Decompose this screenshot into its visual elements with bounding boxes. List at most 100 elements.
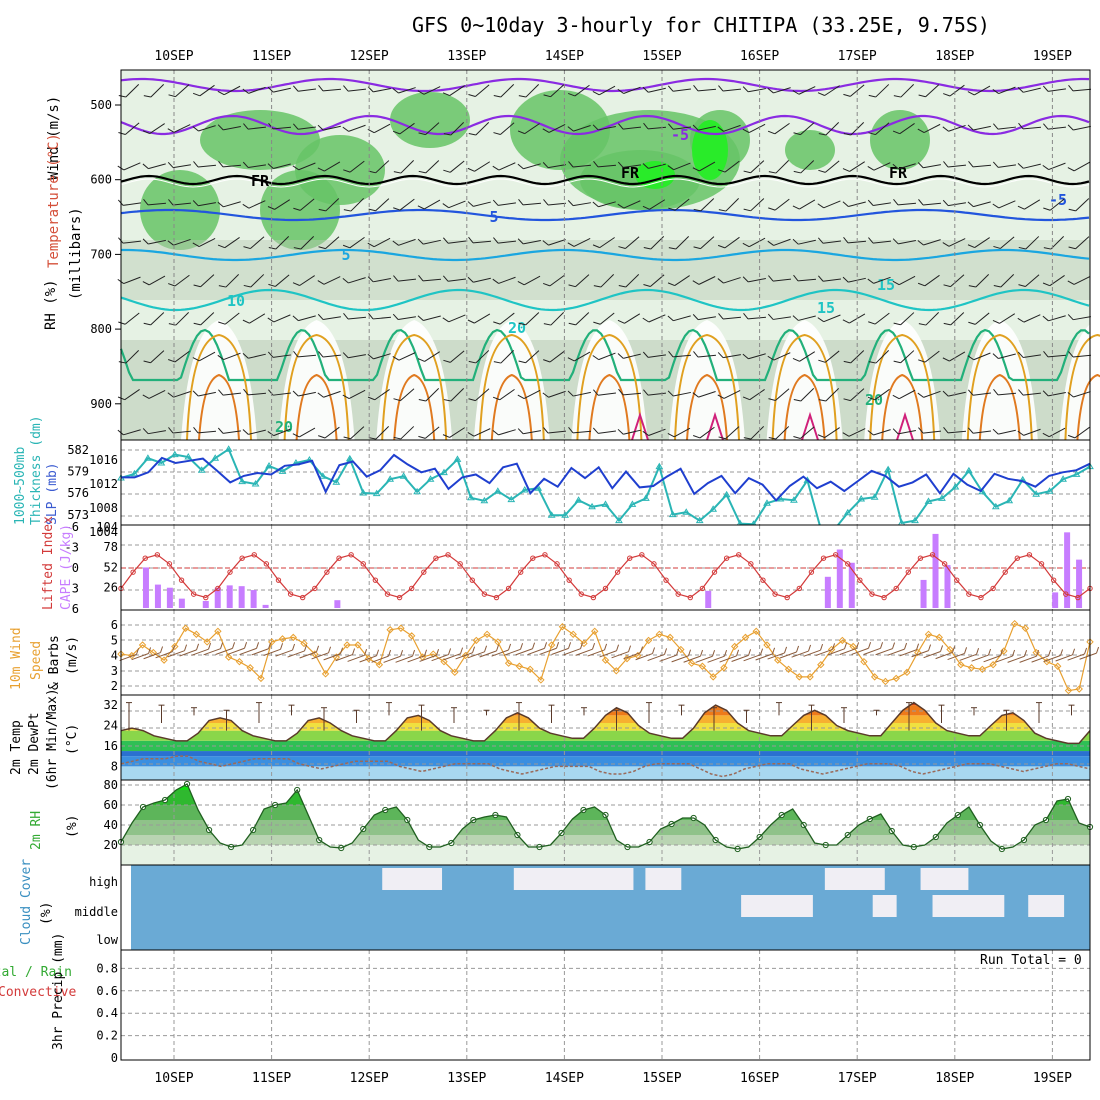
wind-barb xyxy=(543,84,565,98)
wind-barb xyxy=(642,428,666,436)
wind-barb xyxy=(442,427,465,438)
li-point xyxy=(760,577,766,583)
wind-barb xyxy=(417,238,441,245)
cape-bar xyxy=(154,584,161,608)
wind-barb xyxy=(293,236,315,250)
thickness-series-point xyxy=(884,465,893,473)
wind-barb xyxy=(493,84,515,98)
wind-barb xyxy=(967,237,990,248)
wind-barb-10m xyxy=(923,645,944,659)
wind-barb xyxy=(718,313,742,320)
precip-tick: 0.2 xyxy=(96,1029,118,1043)
thickness-series-point xyxy=(493,487,502,494)
cape-bar xyxy=(238,586,245,608)
li-point xyxy=(299,594,306,601)
li-point xyxy=(748,561,754,567)
thickness-series-point xyxy=(615,516,623,524)
wind-barb xyxy=(717,389,741,399)
li-point xyxy=(554,561,560,567)
wind-barb xyxy=(443,350,465,363)
wind-barb-10m xyxy=(635,647,656,661)
wind-barb-10m xyxy=(179,643,200,657)
wind-barb xyxy=(168,350,190,363)
wind-barb xyxy=(418,426,440,439)
wind-barb xyxy=(168,199,192,206)
wind-barb xyxy=(1067,124,1091,131)
wind-barb-10m xyxy=(623,646,644,660)
cape-tick: 78 xyxy=(104,540,118,554)
wind-barb xyxy=(768,198,790,211)
li-point xyxy=(178,577,185,583)
temp-contour-25 xyxy=(478,333,545,441)
contour-label: 10 xyxy=(227,292,245,310)
wind-barb xyxy=(417,351,440,362)
wind-barb xyxy=(943,426,967,434)
lifted-index-label: Lifted Index xyxy=(41,516,56,610)
thickness-series-point xyxy=(588,502,596,510)
low-rh-dome xyxy=(473,320,550,440)
wind-barb xyxy=(693,236,715,250)
rh-tick: 80 xyxy=(104,778,118,792)
wind-barb xyxy=(617,428,641,435)
wind-barb xyxy=(193,274,215,288)
wind-barb xyxy=(393,159,415,174)
thickness-series-point xyxy=(695,516,704,524)
wind-barb xyxy=(1017,314,1041,323)
wind-barb xyxy=(642,351,666,358)
li-point xyxy=(590,594,597,601)
wind-barb xyxy=(867,162,891,171)
li-tick: -6 xyxy=(65,520,79,534)
wind-barb xyxy=(1043,198,1065,211)
thickness-series-point xyxy=(480,496,489,504)
wind-barb xyxy=(568,312,590,326)
wind-barb xyxy=(917,274,940,287)
wind-barb xyxy=(142,123,165,135)
contour-label: 5 xyxy=(341,246,350,264)
li-point xyxy=(832,552,839,558)
top-date-12sep: 12SEP xyxy=(350,49,389,64)
wind-barb-10m xyxy=(671,649,692,663)
contour-label: 20 xyxy=(275,418,293,436)
wind-barb xyxy=(1067,314,1091,321)
li-point xyxy=(614,569,621,575)
wind-barb xyxy=(568,274,590,288)
wind-barb-10m xyxy=(191,642,212,656)
thickness-series-point xyxy=(278,467,287,474)
wind-tick: 4 xyxy=(111,649,118,663)
rh-region-high xyxy=(692,120,728,180)
wind-barb xyxy=(717,277,741,284)
wind-barb-10m xyxy=(275,643,296,657)
wind-barb xyxy=(517,389,541,400)
thickness-series-point xyxy=(426,475,435,482)
wind-barb xyxy=(392,122,415,135)
wind-barb-10m xyxy=(947,647,968,661)
wind-speed-point xyxy=(752,627,760,635)
wind-speed-point xyxy=(709,673,717,681)
wind-barb xyxy=(393,388,415,402)
li-point xyxy=(457,561,463,567)
wind-barb-10m xyxy=(971,648,992,662)
wind-barb xyxy=(893,350,915,364)
wind-barb xyxy=(243,274,265,288)
wind-barb xyxy=(368,198,390,212)
wind-barb xyxy=(843,236,867,244)
wind-barb xyxy=(1017,163,1041,169)
wind-speed-point xyxy=(526,665,534,673)
wind-barb xyxy=(943,161,967,168)
wind-barb xyxy=(1042,162,1066,171)
li-tick: 3 xyxy=(72,581,79,595)
wind-barb xyxy=(917,162,941,169)
li-point xyxy=(929,552,936,558)
temp-contour-25 xyxy=(381,333,448,441)
thickness-series-point xyxy=(265,462,273,469)
li-point xyxy=(530,555,536,561)
wind10-label: 10m Wind xyxy=(9,627,24,690)
thickness-series-point xyxy=(682,508,691,515)
cloud-level-high: high xyxy=(89,875,118,889)
wind-barb xyxy=(892,428,916,435)
wind-barb xyxy=(518,350,540,364)
wind-barb xyxy=(568,426,592,434)
wind-barb xyxy=(393,275,417,282)
wind-barb xyxy=(1018,274,1040,288)
wind-barb xyxy=(392,352,416,361)
